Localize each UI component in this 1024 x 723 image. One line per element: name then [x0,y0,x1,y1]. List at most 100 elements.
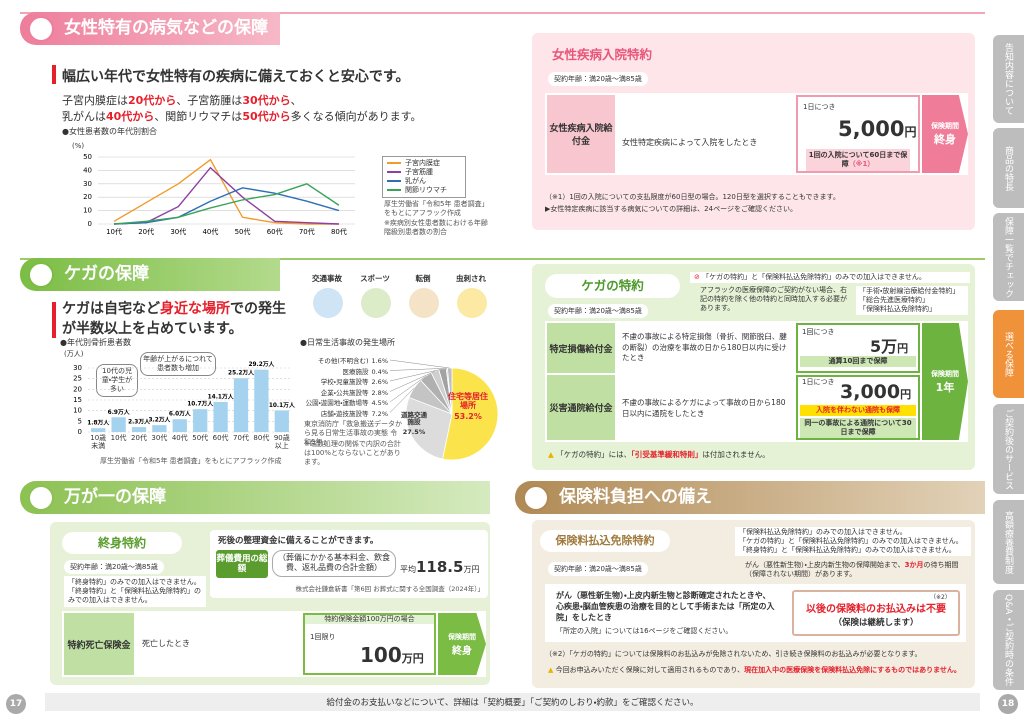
axis-unit: (%) [72,142,85,150]
annotation: 年齢が上がるにつれて患者数も増加 [140,352,216,377]
axis-unit: (万人) [64,350,84,358]
contract-age: 契約年齢：満20歳～満85歳 [548,72,648,86]
y-tick-label: 5 [78,417,82,425]
value-label: 14.1万人 [208,393,234,400]
x-tick-label: 70代 [299,227,315,236]
period-label: 保険期間 [931,122,959,130]
text-segment: 20代から [128,94,177,107]
benefit-name: 特約死亡保険金 [64,613,134,675]
detail: （葬儀にかかる基本料金、飲食費、返礼品費の合計金額） [272,550,396,577]
amount-value: 5万 [870,337,898,356]
exception: 「手術・放射線治療給付金特約」 [859,287,960,295]
amount-value: 5,000 [838,117,905,141]
condition-box [545,584,966,642]
y-tick-label: 15 [73,396,82,404]
warning-text: 「ケガの特約」と「保険料払込免除特約」のみでの加入はできません。 [702,273,926,281]
footer: 給付金のお支払いなどについて、詳細は「契約概要」「ご契約のしおり・約款」をご確認… [326,698,699,708]
value-label: 10.7万人 [187,401,213,408]
value-label: 6.9万人 [108,409,130,416]
line [114,166,339,225]
section-header: 万が一の保障 [20,481,490,514]
text-segment: 40代から [106,110,155,123]
amount-box [796,323,920,373]
bar [91,428,106,432]
nav-tab[interactable]: ご契約後のサービス [993,404,1024,494]
nav-tab[interactable]: 告知内容について [993,35,1024,123]
note: 「終身特約」と「保険料払込免除特約」のみでの加入はできません。 [739,546,956,555]
waiting: がん（悪性新生物）・上皮内新生物の保障開始まで、3か月の待ち期間（保障されない期… [745,561,971,579]
icon-label: 虫刺され [456,274,486,283]
y-tick-label: 30 [83,180,92,188]
legend-item: 関節リウマチ [387,186,461,195]
rider-title: 女性疾病入院特約 [552,47,653,62]
icon [313,288,343,318]
section-header: ケガの保障 [20,258,280,291]
text-segment: 乳がんは [62,110,106,123]
note: ▶女性特定疾病に該当する病気についての詳細は、24ページをご確認ください。 [545,205,797,213]
period-label: 保険期間 [931,369,959,378]
benefit-condition: 女性特定疾病によって入院をしたとき [622,138,758,147]
icon [361,288,391,318]
period-label: 保険期間 [448,632,476,641]
amount-unit: 円 [904,125,917,139]
limit: 同一の事故による通院について30日まで保障 [800,418,916,439]
icon [457,288,487,318]
slice-value: 2.6% [371,378,388,386]
nav-tab[interactable]: 保障一覧でチェック [993,213,1024,301]
bar [131,427,147,432]
limit-ref: （※1） [848,160,875,169]
text-segment: 3か月 [904,561,924,569]
nav-tab[interactable]: 高額療養費制度 [993,500,1024,584]
benefit-condition: 死亡したとき [142,639,190,648]
text-segment: 現在加入中の医療保険を保険料払込免除にするものではありません。 [744,666,961,674]
leader-line [389,359,450,369]
average-label: 平均 [400,565,416,574]
slice-label: 店舗・遊技施設等 [320,409,369,418]
annotation: 10代の児童・学生が多い [96,364,138,398]
slice-value: 4.5% [371,399,388,407]
amount-box [303,613,436,675]
section-title: ケガの保障 [64,264,149,284]
y-tick-label: 0 [78,428,82,436]
amount: 3,000円 [840,381,911,403]
nav-tab[interactable]: Q&A・ご契約時の条件 [993,590,1024,690]
value-label: 6.0万人 [169,411,191,418]
bar [172,419,187,432]
legend: 子宮内膜症 子宮筋腫 乳がん 関節リウマチ [382,156,466,199]
footer-text: 「ケガの特約」には、「引受基準緩和特則」は付加されません。 [556,450,770,459]
benefit-condition: 不慮の事故による特定損傷（骨折、関節脱臼、腱の断裂）の治療を事故の日から180日… [622,332,787,362]
text-segment: 今回お申込みいただく保険に対して適用されるものであり、 [555,666,745,674]
exceptions: 「手術・放射線治療給付金特約」 「総合先進医療特約」 「保険料払込免除特約」 [856,286,968,316]
pie-slice [408,379,453,415]
legend-swatch [387,171,401,174]
icon: ▲ [548,450,554,459]
x-tick-label: 10歳未満 [90,434,107,450]
slice-callout: 医療施設 0.4% [300,366,388,376]
notes: 「終身特約」のみでの加入はできません。 「終身特約」と「保険料払込免除特約」のみで… [64,576,206,608]
x-tick-label: 30代 [151,434,168,442]
disclaimer: ▲ 今回お申込みいただく保険に対して適用されるものであり、現在加入中の医療保険を… [548,666,968,675]
amount-value: 3,000 [840,381,901,403]
icon [409,288,439,318]
page-number: 17 [6,694,26,714]
per: 1日につき [802,378,835,386]
leader-line [389,371,436,392]
x-tick-label: 10代 [106,227,122,236]
nav-tab[interactable]: 商品の特長 [993,128,1024,208]
value-label: 25.2万人 [228,370,254,377]
note: （※1）1回の入院についての支払限度が60日型の場合。120日型を選択することも… [545,193,840,201]
slice-label: 住宅等居住場所 [448,392,488,411]
amount-unit: 円 [900,388,912,401]
note: 「保険料払込免除特約」のみでの加入はできません。 [739,528,907,536]
source: 株式会社鎌倉新書「第6回 お葬式に関する全国調査（2024年）」 [295,585,485,593]
amount-box [796,95,920,173]
info: アフラックの医療保障のご契約がない場合、右記の特約を除く他の特約と同時加入する必… [700,286,847,313]
nav-tab[interactable]: 選べる保障 [993,310,1024,398]
badge: 葬儀費用の総額 [216,550,268,578]
section-title: 万が一の保障 [64,487,166,507]
amount: 100万円 [360,643,424,667]
text-segment: 、子宮筋腫は [176,94,243,107]
benefit-name: 女性疾病入院給付金 [547,95,615,173]
line [114,187,340,225]
warning: ⊘ 「ケガの特約」と「保険料払込免除特約」のみでの加入はできません。 [690,272,970,284]
